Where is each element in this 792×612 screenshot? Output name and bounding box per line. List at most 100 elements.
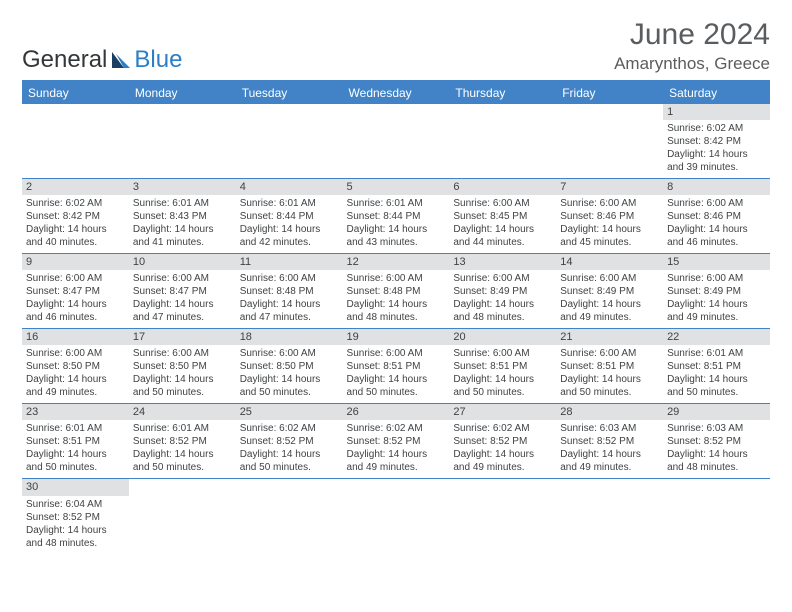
day-cell: 21Sunrise: 6:00 AMSunset: 8:51 PMDayligh… [556,329,663,404]
day-data-line: Sunset: 8:51 PM [347,360,446,373]
day-data-line: and 49 minutes. [560,311,659,324]
day-data-line: Sunrise: 6:00 AM [347,347,446,360]
day-data-line: and 50 minutes. [560,386,659,399]
day-data: Sunrise: 6:01 AMSunset: 8:43 PMDaylight:… [129,195,236,253]
day-data: Sunrise: 6:03 AMSunset: 8:52 PMDaylight:… [663,420,770,478]
day-cell: 15Sunrise: 6:00 AMSunset: 8:49 PMDayligh… [663,254,770,329]
day-data: Sunrise: 6:00 AMSunset: 8:46 PMDaylight:… [556,195,663,253]
day-number: 20 [449,329,556,345]
day-data-line: Sunrise: 6:00 AM [133,347,232,360]
day-number: 19 [343,329,450,345]
weekday-header: Wednesday [343,81,450,104]
day-data-line: Sunset: 8:50 PM [240,360,339,373]
brand-logo: General Blue [22,46,182,74]
day-data-line: Sunset: 8:52 PM [667,435,766,448]
day-data-line: Sunset: 8:49 PM [560,285,659,298]
month-title: June 2024 [614,18,770,52]
day-number: 23 [22,404,129,420]
day-data-line: and 49 minutes. [347,461,446,474]
day-number: 3 [129,179,236,195]
day-data-line: and 41 minutes. [133,236,232,249]
day-data-line: Sunset: 8:50 PM [133,360,232,373]
day-number: 21 [556,329,663,345]
day-data-line: Sunrise: 6:01 AM [347,197,446,210]
day-cell [22,104,129,179]
day-number: 25 [236,404,343,420]
day-data-line: Sunset: 8:51 PM [667,360,766,373]
day-cell [663,479,770,554]
day-data-line: Daylight: 14 hours [240,223,339,236]
day-number: 11 [236,254,343,270]
day-number: 4 [236,179,343,195]
day-number: 7 [556,179,663,195]
day-data: Sunrise: 6:02 AMSunset: 8:52 PMDaylight:… [236,420,343,478]
day-data-line: and 50 minutes. [26,461,125,474]
day-data-line: Sunset: 8:45 PM [453,210,552,223]
day-data-line: and 49 minutes. [560,461,659,474]
day-data-line: and 48 minutes. [667,461,766,474]
day-data-line: and 47 minutes. [133,311,232,324]
day-data-line: Sunrise: 6:00 AM [453,347,552,360]
day-number: 16 [22,329,129,345]
day-number: 24 [129,404,236,420]
day-data: Sunrise: 6:00 AMSunset: 8:49 PMDaylight:… [663,270,770,328]
day-cell: 24Sunrise: 6:01 AMSunset: 8:52 PMDayligh… [129,404,236,479]
day-data-line: Sunset: 8:50 PM [26,360,125,373]
day-data-line: Daylight: 14 hours [453,448,552,461]
day-cell: 7Sunrise: 6:00 AMSunset: 8:46 PMDaylight… [556,179,663,254]
day-cell: 23Sunrise: 6:01 AMSunset: 8:51 PMDayligh… [22,404,129,479]
day-data-line: Sunset: 8:52 PM [26,511,125,524]
day-data: Sunrise: 6:00 AMSunset: 8:50 PMDaylight:… [22,345,129,403]
day-data-line: and 50 minutes. [667,386,766,399]
header: General Blue June 2024 Amarynthos, Greec… [22,18,770,74]
day-number: 30 [22,479,129,495]
day-data: Sunrise: 6:00 AMSunset: 8:49 PMDaylight:… [449,270,556,328]
day-data-line: and 39 minutes. [667,161,766,174]
day-data-line: Daylight: 14 hours [560,298,659,311]
day-cell [343,104,450,179]
day-data-line: and 48 minutes. [347,311,446,324]
day-number: 15 [663,254,770,270]
day-data-line: Sunrise: 6:02 AM [453,422,552,435]
week-row: 30Sunrise: 6:04 AMSunset: 8:52 PMDayligh… [22,479,770,554]
day-data-line: Sunrise: 6:03 AM [667,422,766,435]
day-cell [129,104,236,179]
day-data-line: Daylight: 14 hours [133,298,232,311]
day-number: 17 [129,329,236,345]
day-data-line: Daylight: 14 hours [240,448,339,461]
day-cell: 28Sunrise: 6:03 AMSunset: 8:52 PMDayligh… [556,404,663,479]
day-data: Sunrise: 6:01 AMSunset: 8:52 PMDaylight:… [129,420,236,478]
day-data: Sunrise: 6:00 AMSunset: 8:45 PMDaylight:… [449,195,556,253]
day-cell: 6Sunrise: 6:00 AMSunset: 8:45 PMDaylight… [449,179,556,254]
day-data-line: Sunset: 8:52 PM [347,435,446,448]
day-data-line: Sunset: 8:47 PM [133,285,232,298]
day-data-line: Sunset: 8:52 PM [133,435,232,448]
day-data-line: Daylight: 14 hours [453,298,552,311]
day-data-line: Daylight: 14 hours [133,373,232,386]
day-data: Sunrise: 6:01 AMSunset: 8:44 PMDaylight:… [343,195,450,253]
weekday-header: Thursday [449,81,556,104]
day-cell: 3Sunrise: 6:01 AMSunset: 8:43 PMDaylight… [129,179,236,254]
day-data-line: Sunrise: 6:00 AM [26,272,125,285]
day-cell [449,104,556,179]
title-block: June 2024 Amarynthos, Greece [614,18,770,74]
day-data-line: Sunset: 8:51 PM [26,435,125,448]
day-data-line: and 46 minutes. [667,236,766,249]
day-data-line: and 50 minutes. [240,461,339,474]
day-data-line: and 44 minutes. [453,236,552,249]
day-data-line: Sunset: 8:52 PM [560,435,659,448]
day-cell: 16Sunrise: 6:00 AMSunset: 8:50 PMDayligh… [22,329,129,404]
weekday-header: Monday [129,81,236,104]
day-data: Sunrise: 6:03 AMSunset: 8:52 PMDaylight:… [556,420,663,478]
day-number: 14 [556,254,663,270]
day-data-line: and 49 minutes. [26,386,125,399]
day-data-line: Sunset: 8:51 PM [560,360,659,373]
day-cell: 22Sunrise: 6:01 AMSunset: 8:51 PMDayligh… [663,329,770,404]
day-cell: 19Sunrise: 6:00 AMSunset: 8:51 PMDayligh… [343,329,450,404]
day-data-line: Sunset: 8:42 PM [26,210,125,223]
day-data-line: and 48 minutes. [26,537,125,550]
weekday-header: Tuesday [236,81,343,104]
day-data-line: Sunset: 8:44 PM [240,210,339,223]
calendar-page: General Blue June 2024 Amarynthos, Greec… [0,0,792,572]
day-data-line: Sunrise: 6:00 AM [240,347,339,360]
